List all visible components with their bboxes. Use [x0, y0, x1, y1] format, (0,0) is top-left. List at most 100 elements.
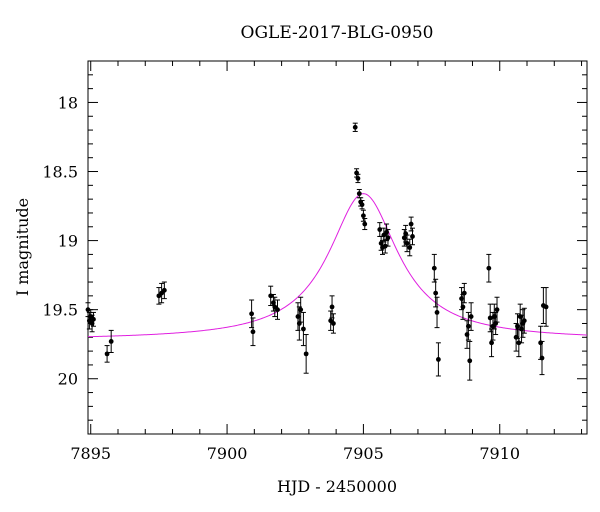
- y-axis-label: I magnitude: [13, 198, 32, 296]
- plot-frame: [87, 60, 588, 435]
- data-points-layer: [85, 122, 549, 381]
- data-point-marker: [467, 358, 473, 364]
- x-tick-label: 7910: [479, 444, 520, 463]
- data-point-marker: [465, 323, 471, 329]
- data-point-marker: [329, 304, 335, 310]
- x-tick-label: 7905: [343, 444, 384, 463]
- data-point: [275, 299, 281, 320]
- data-point: [467, 340, 473, 381]
- data-point: [382, 238, 388, 254]
- data-point-marker: [408, 221, 414, 227]
- data-point-marker: [91, 316, 96, 322]
- data-point-marker: [431, 265, 437, 271]
- data-point: [250, 317, 256, 347]
- data-point-marker: [359, 202, 365, 208]
- data-point: [408, 216, 414, 232]
- data-point: [539, 340, 545, 376]
- data-point: [468, 302, 474, 331]
- data-point: [156, 287, 162, 305]
- data-point: [465, 311, 471, 341]
- y-tick-label: 18.5: [42, 163, 78, 182]
- data-point-marker: [539, 355, 545, 361]
- data-point-marker: [331, 321, 336, 326]
- data-point-marker: [521, 318, 527, 324]
- data-point-marker: [494, 307, 500, 313]
- data-point: [431, 253, 437, 283]
- data-point: [352, 122, 358, 132]
- data-point: [521, 307, 527, 334]
- data-point: [108, 329, 114, 353]
- chart-title: OGLE-2017-BLG-0950: [241, 23, 434, 43]
- data-point: [385, 229, 391, 247]
- data-point-marker: [250, 329, 256, 335]
- data-point-marker: [543, 304, 549, 310]
- data-point-marker: [352, 124, 358, 130]
- x-axis-label: HJD - 2450000: [277, 477, 397, 496]
- data-point: [377, 222, 383, 237]
- data-point-marker: [516, 340, 522, 346]
- data-point: [330, 313, 336, 334]
- model-curve-layer: [87, 193, 588, 338]
- data-point-marker: [382, 243, 388, 249]
- data-point: [90, 311, 96, 327]
- data-point: [494, 296, 500, 323]
- y-tick-label: 19.5: [42, 301, 78, 320]
- data-point-marker: [468, 314, 474, 319]
- data-point: [489, 328, 495, 358]
- data-point-marker: [404, 240, 410, 246]
- data-point-marker: [410, 234, 415, 239]
- data-point: [359, 200, 365, 210]
- data-point-marker: [356, 191, 362, 197]
- x-tick-label: 7895: [70, 444, 111, 463]
- data-point-marker: [377, 227, 383, 232]
- data-point: [434, 296, 440, 329]
- data-point: [300, 311, 306, 347]
- data-point-marker: [385, 235, 391, 241]
- data-point-marker: [487, 315, 493, 321]
- data-point-marker: [298, 307, 304, 313]
- data-point: [461, 282, 467, 304]
- data-point-marker: [433, 290, 439, 296]
- data-point: [161, 281, 167, 300]
- axis-ticks: [88, 60, 587, 435]
- data-point-marker: [489, 340, 494, 346]
- data-point: [303, 334, 309, 374]
- data-point-marker: [161, 287, 167, 293]
- data-point-marker: [362, 221, 368, 227]
- data-point: [362, 217, 368, 231]
- data-point-marker: [301, 326, 306, 332]
- data-point: [435, 342, 441, 377]
- data-point: [407, 238, 413, 257]
- data-point-marker: [249, 311, 255, 317]
- data-point: [487, 303, 493, 333]
- data-point-marker: [460, 304, 466, 310]
- data-point-marker: [486, 265, 492, 271]
- data-point: [104, 345, 110, 363]
- data-point-marker: [407, 245, 413, 250]
- data-point: [543, 287, 549, 327]
- y-tick-label: 20: [58, 370, 78, 389]
- data-point-marker: [355, 176, 361, 181]
- data-point-marker: [104, 351, 110, 357]
- data-point: [486, 253, 492, 283]
- data-point-marker: [515, 323, 520, 329]
- x-tick-label: 7900: [207, 444, 248, 463]
- data-point-marker: [275, 307, 280, 313]
- data-point: [404, 234, 410, 253]
- model-curve-line: [87, 193, 588, 338]
- data-point: [355, 173, 361, 184]
- data-point-marker: [434, 310, 440, 315]
- data-point-marker: [435, 357, 441, 362]
- y-tick-label: 19: [58, 232, 78, 251]
- data-point: [85, 302, 91, 318]
- data-point-marker: [108, 339, 114, 344]
- data-point: [409, 227, 415, 246]
- data-point-marker: [85, 307, 91, 313]
- data-point-marker: [303, 351, 309, 357]
- data-point-marker: [361, 213, 366, 219]
- data-point: [298, 296, 304, 323]
- y-tick-label: 18: [58, 93, 78, 112]
- data-point-marker: [461, 290, 467, 296]
